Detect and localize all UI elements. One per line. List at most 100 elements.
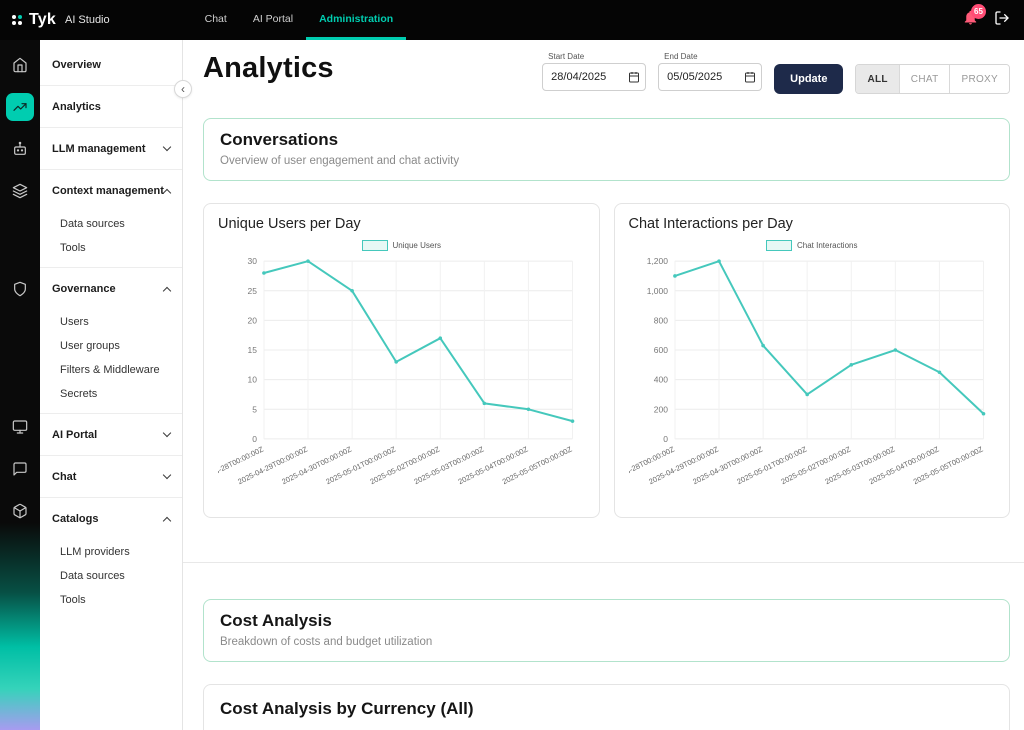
end-date-group: End Date <box>658 52 763 91</box>
unique-users-line-chart: 0510152025302025-04-28T00:00:00Z2025-04-… <box>218 256 575 486</box>
chat-interactions-chart-title: Chat Interactions per Day <box>628 216 793 232</box>
chat-icon[interactable] <box>6 455 34 483</box>
sidebar-item-users[interactable]: Users <box>60 316 89 328</box>
context-management-icon[interactable] <box>6 177 34 205</box>
sidebar-item-governance[interactable]: Governance <box>40 268 182 310</box>
sidebar-item-tools[interactable]: Tools <box>60 242 86 254</box>
legend-label: Unique Users <box>392 241 441 250</box>
chevron-down-icon <box>162 470 172 480</box>
end-date-label: End Date <box>664 52 698 61</box>
chat-interactions-line-chart: 02004006008001,0001,2002025-04-28T00:00:… <box>629 256 985 486</box>
svg-text:200: 200 <box>653 404 667 414</box>
llm-management-icon[interactable] <box>6 135 34 163</box>
sidebar-item-llm-providers[interactable]: LLM providers <box>60 546 130 558</box>
section-divider <box>183 562 1024 563</box>
notification-badge: 65 <box>971 4 986 19</box>
legend-swatch-icon <box>766 240 792 251</box>
end-date-input[interactable] <box>658 63 763 91</box>
svg-text:1,000: 1,000 <box>646 286 667 296</box>
chat-interactions-legend[interactable]: Chat Interactions <box>629 240 996 251</box>
sidebar: Overview Analytics LLM management Contex… <box>40 40 183 730</box>
filter-chat-button[interactable]: CHAT <box>899 65 951 93</box>
sidebar-collapse-button[interactable]: ‹ <box>174 80 192 98</box>
svg-text:600: 600 <box>653 345 667 355</box>
cost-analysis-section-card: Cost Analysis Breakdown of costs and bud… <box>203 599 1010 662</box>
chevron-down-icon <box>162 142 172 152</box>
sidebar-group-catalogs: Catalogs LLM providers Data sources Tool… <box>40 498 182 619</box>
svg-text:0: 0 <box>663 434 668 444</box>
tyk-logo-icon <box>12 15 22 25</box>
sidebar-item-user-groups[interactable]: User groups <box>60 340 120 352</box>
conversations-subtitle: Overview of user engagement and chat act… <box>220 155 460 167</box>
cost-by-currency-card: Cost Analysis by Currency (All) <box>203 684 1010 730</box>
sidebar-item-chat[interactable]: Chat <box>40 456 182 498</box>
filter-all-button[interactable]: ALL <box>856 65 900 93</box>
cost-analysis-subtitle: Breakdown of costs and budget utilizatio… <box>220 636 433 648</box>
icon-rail <box>0 40 40 730</box>
ai-portal-icon[interactable] <box>6 413 34 441</box>
sidebar-group-context-management: Context management Data sources Tools <box>40 170 182 268</box>
calendar-icon[interactable] <box>744 70 756 88</box>
page-toolbar: Analytics Start Date End Date <box>203 52 1010 94</box>
conversations-section-card: Conversations Overview of user engagemen… <box>203 118 1010 181</box>
brand: Tyk AI Studio <box>0 0 110 40</box>
notifications-button[interactable]: 65 <box>960 4 986 30</box>
catalogs-icon[interactable] <box>6 497 34 525</box>
cost-analysis-title: Cost Analysis <box>220 611 332 630</box>
update-button[interactable]: Update <box>774 64 844 94</box>
page-title: Analytics <box>203 52 334 84</box>
chevron-up-icon <box>162 188 172 197</box>
svg-text:25: 25 <box>248 286 258 296</box>
governance-icon[interactable] <box>6 275 34 303</box>
sidebar-item-secrets[interactable]: Secrets <box>60 388 98 400</box>
svg-text:800: 800 <box>653 315 667 325</box>
unique-users-chart-title: Unique Users per Day <box>218 216 361 232</box>
logout-icon <box>994 10 1010 31</box>
svg-text:20: 20 <box>248 315 258 325</box>
svg-text:10: 10 <box>248 375 258 385</box>
svg-text:30: 30 <box>248 256 258 266</box>
filter-proxy-button[interactable]: PROXY <box>950 65 1009 93</box>
analytics-icon[interactable] <box>6 93 34 121</box>
top-bar: Tyk AI Studio Chat AI Portal Administrat… <box>0 0 1024 40</box>
sidebar-item-catalogs[interactable]: Catalogs <box>40 498 182 540</box>
svg-text:400: 400 <box>653 375 667 385</box>
top-nav: Chat AI Portal Administration <box>192 0 407 40</box>
svg-text:0: 0 <box>252 434 257 444</box>
unique-users-chart-card: Unique Users per Day Unique Users 0 5 10 15… <box>203 203 600 518</box>
sidebar-item-overview[interactable]: Overview <box>40 44 182 86</box>
sidebar-item-data-sources[interactable]: Data sources <box>60 218 125 230</box>
legend-label: Chat Interactions <box>797 241 858 250</box>
start-date-input[interactable] <box>542 63 647 91</box>
sidebar-item-tools-2[interactable]: Tools <box>60 594 86 606</box>
unique-users-legend[interactable]: Unique Users <box>218 240 585 251</box>
start-date-label: Start Date <box>548 52 585 61</box>
sidebar-item-context-management[interactable]: Context management <box>40 170 182 212</box>
sidebar-item-llm-management[interactable]: LLM management <box>40 128 182 170</box>
legend-swatch-icon <box>361 240 388 251</box>
charts-row: Unique Users per Day Unique Users 0 5 10 15… <box>203 203 1010 518</box>
start-date-group: Start Date <box>542 52 647 91</box>
chat-interactions-chart-card: Chat Interactions per Day Chat Interacti… <box>613 203 1010 518</box>
chevron-down-icon <box>162 428 172 438</box>
top-tab-ai-portal[interactable]: AI Portal <box>252 12 294 25</box>
cost-by-currency-title: Cost Analysis by Currency (All) <box>220 699 474 718</box>
top-tab-chat[interactable]: Chat <box>204 12 227 25</box>
logout-button[interactable] <box>994 10 1010 31</box>
calendar-icon[interactable] <box>628 70 640 88</box>
top-tab-administration[interactable]: Administration <box>306 0 407 40</box>
brand-product-label: AI Studio <box>64 14 110 26</box>
sidebar-item-analytics[interactable]: Analytics <box>40 86 182 128</box>
chevron-up-icon <box>162 516 172 525</box>
home-icon[interactable] <box>6 51 34 79</box>
svg-text:5: 5 <box>252 404 257 414</box>
sidebar-item-data-sources-2[interactable]: Data sources <box>60 570 125 582</box>
brand-name: Tyk <box>29 11 56 28</box>
sidebar-group-governance: Governance Users User groups Filters & M… <box>40 268 182 414</box>
conversations-title: Conversations <box>220 130 339 149</box>
chevron-up-icon <box>162 286 172 295</box>
sidebar-item-filters-middleware[interactable]: Filters & Middleware <box>60 364 160 376</box>
main-content: Analytics Start Date End Date <box>183 40 1024 730</box>
sidebar-item-ai-portal[interactable]: AI Portal <box>40 414 182 456</box>
scope-filter-toggle: ALL CHAT PROXY <box>855 64 1010 94</box>
